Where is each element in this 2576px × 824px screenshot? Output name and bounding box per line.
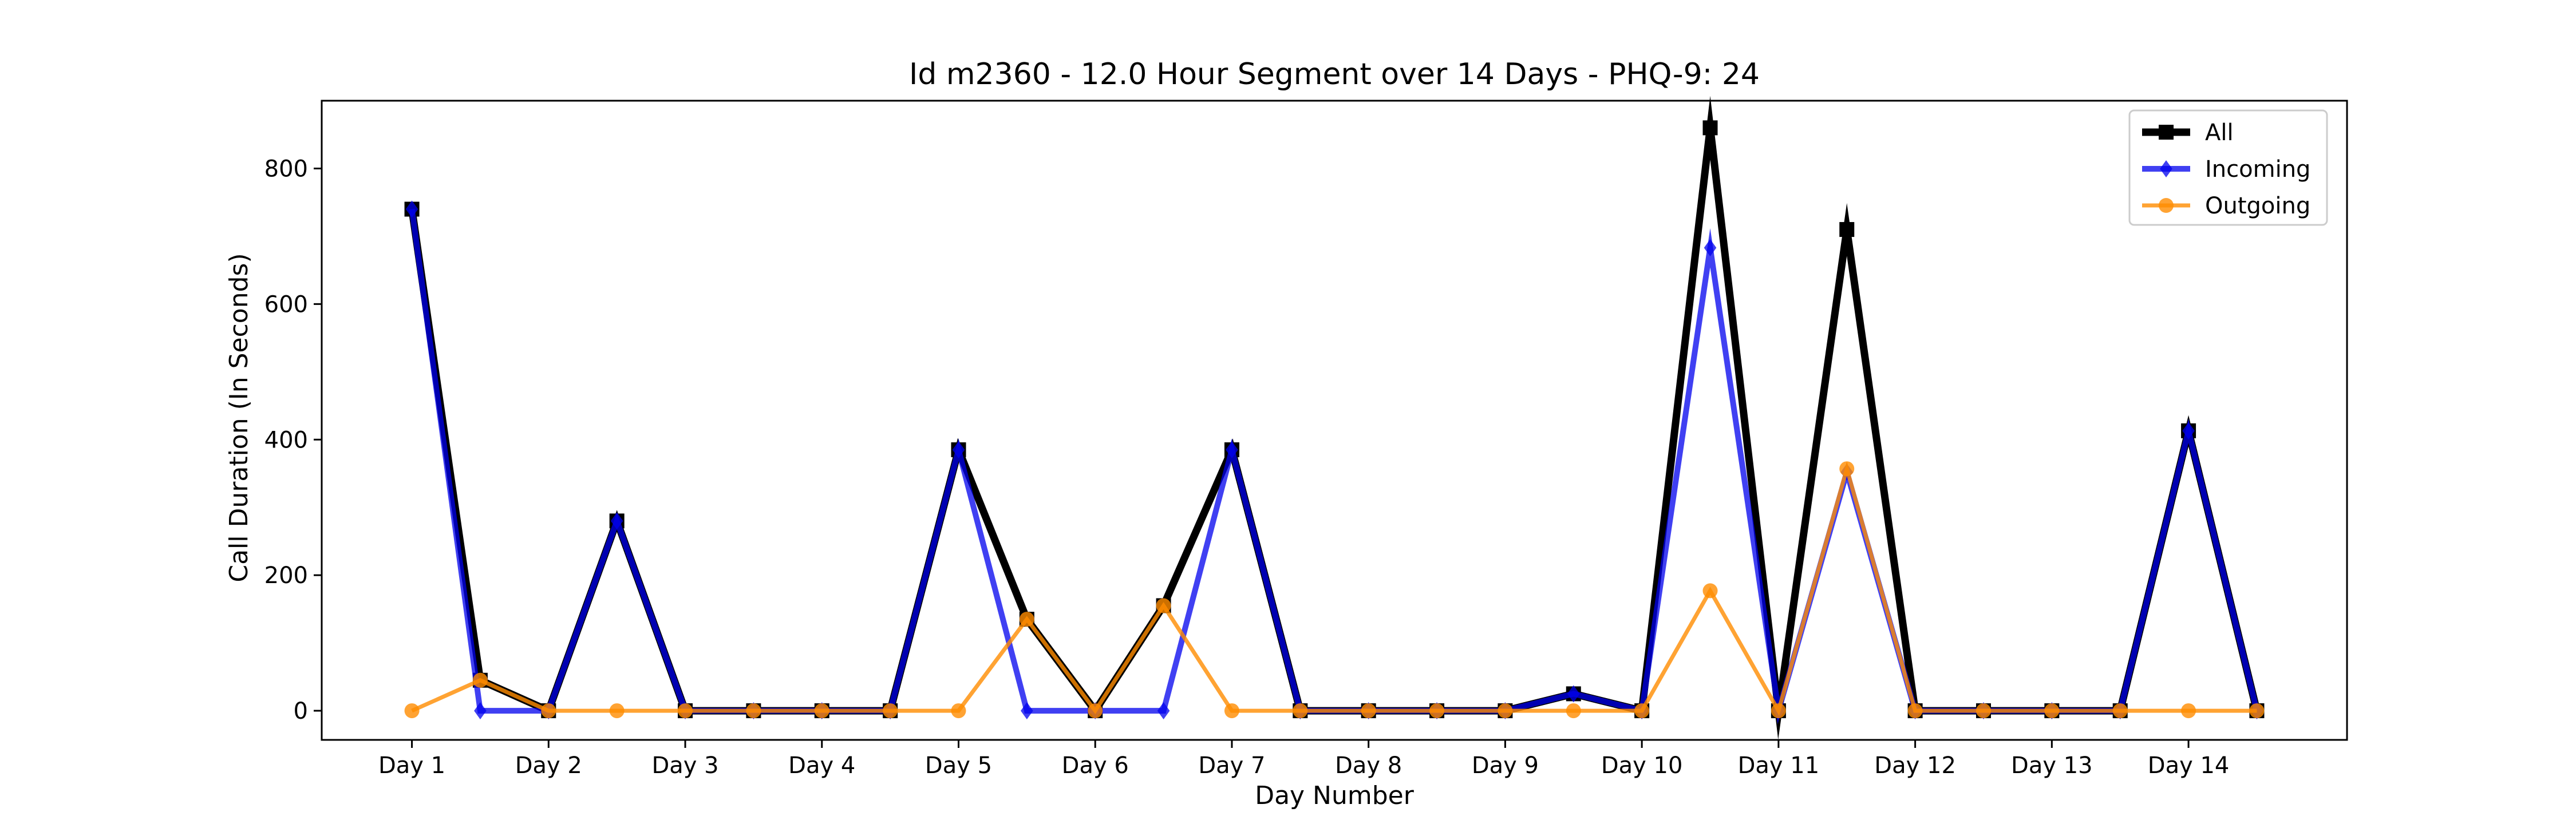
data-point-incoming (610, 512, 623, 530)
data-point-outgoing (541, 703, 556, 719)
data-point-outgoing (1224, 703, 1239, 719)
data-point-outgoing (1088, 703, 1103, 719)
data-point-outgoing (609, 703, 625, 719)
x-axis-label: Day Number (1255, 781, 1415, 810)
data-point-incoming (1021, 702, 1033, 720)
legend-marker-all (2159, 125, 2174, 140)
legend-box (2128, 109, 2328, 226)
x-tick-label: Day 9 (1472, 752, 1539, 779)
x-tick-label: Day 8 (1335, 752, 1402, 779)
data-point-outgoing (1702, 583, 1718, 599)
x-tick-label: Day 6 (1062, 752, 1129, 779)
data-point-outgoing (1976, 703, 1991, 719)
y-tick-label: 600 (264, 291, 308, 318)
data-point-outgoing (1361, 703, 1376, 719)
data-point-incoming (474, 702, 487, 720)
data-point-incoming (1704, 239, 1717, 257)
x-tick-label: Day 1 (378, 752, 445, 779)
data-point-all (1839, 222, 1855, 237)
data-point-outgoing (1156, 598, 1171, 613)
y-tick-label: 200 (264, 562, 308, 589)
data-point-outgoing (2112, 703, 2128, 719)
plot-area: Day 1 Day 2 Day 3 Day 4 Day 5 Day 6 Day 7 Day 8… (264, 96, 2348, 779)
data-point-outgoing (404, 703, 420, 719)
x-tick-label: Day 11 (1738, 752, 1820, 779)
x-tick-label: Day 7 (1198, 752, 1265, 779)
data-point-incoming (405, 200, 418, 218)
x-tick-label: Day 14 (2148, 752, 2230, 779)
x-tick-label: Day 10 (1601, 752, 1683, 779)
y-axis-label: Call Duration (In Seconds) (224, 253, 254, 582)
data-point-outgoing (678, 703, 693, 719)
data-point-outgoing (2181, 703, 2196, 719)
data-point-outgoing (1019, 612, 1034, 627)
data-point-incoming (952, 441, 965, 459)
data-point-outgoing (1566, 703, 1581, 719)
x-tick-label: Day 3 (651, 752, 718, 779)
data-point-outgoing (814, 703, 829, 719)
data-point-incoming (1567, 685, 1580, 703)
data-point-outgoing (1907, 703, 1923, 719)
x-tick-label: Day 5 (925, 752, 992, 779)
data-point-outgoing (1771, 703, 1786, 719)
legend-label-incoming: Incoming (2205, 156, 2310, 183)
y-tick-label: 0 (294, 698, 308, 724)
data-point-outgoing (472, 672, 488, 688)
y-tick-label: 400 (264, 427, 308, 453)
chart-title: Id m2360 - 12.0 Hour Segment over 14 Day… (909, 57, 1760, 92)
data-point-outgoing (951, 703, 966, 719)
data-point-outgoing (1429, 703, 1445, 719)
legend: All Incoming Outgoing (2128, 109, 2328, 226)
legend-label-all: All (2205, 120, 2234, 146)
data-point-incoming (1157, 702, 1170, 720)
data-point-outgoing (1498, 703, 1513, 719)
data-point-outgoing (883, 703, 898, 719)
data-point-incoming (2182, 422, 2195, 439)
series-line-outgoing (411, 461, 2257, 716)
x-tick-label: Day 12 (1874, 752, 1956, 779)
data-point-outgoing (2249, 703, 2265, 719)
x-tick-label: Day 13 (2011, 752, 2093, 779)
data-point-outgoing (746, 703, 761, 719)
data-point-outgoing (1839, 461, 1855, 477)
plot-frame (321, 100, 2348, 741)
series-outgoing (404, 461, 2265, 719)
data-point-outgoing (2044, 703, 2060, 719)
y-tick-label: 800 (264, 156, 308, 182)
data-point-outgoing (1293, 703, 1308, 719)
legend-marker-incoming (2160, 160, 2172, 177)
data-point-outgoing (1634, 703, 1650, 719)
legend-label-outgoing: Outgoing (2205, 193, 2310, 219)
x-tick-label: Day 4 (788, 752, 855, 779)
x-tick-label: Day 2 (515, 752, 582, 779)
data-point-all (1702, 120, 1718, 136)
data-point-incoming (1226, 441, 1238, 459)
legend-marker-outgoing (2159, 198, 2174, 213)
